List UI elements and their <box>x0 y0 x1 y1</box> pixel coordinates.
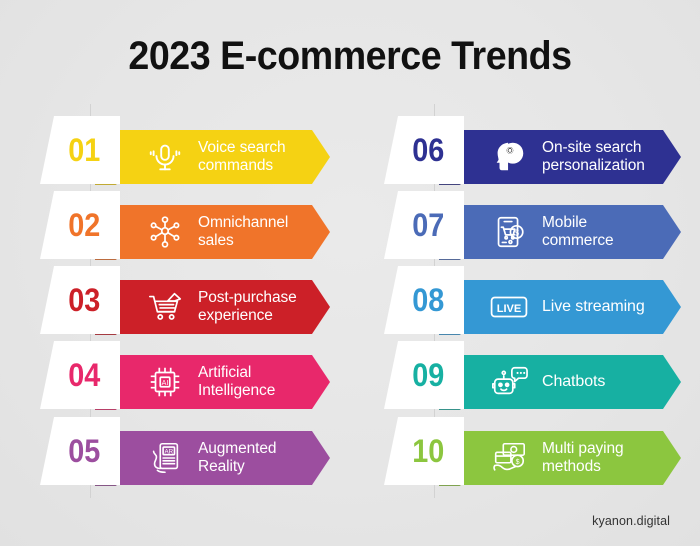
trend-number: 10 <box>412 433 445 469</box>
trend-number-tag: 03 <box>40 266 120 334</box>
trend-number: 05 <box>68 433 101 469</box>
svg-text:AI: AI <box>162 379 169 387</box>
trend-number-tag: 09 <box>384 341 464 409</box>
trend-banner[interactable]: Voice search commands <box>95 130 330 184</box>
trend-banner[interactable]: LIVE Live streaming <box>439 280 681 334</box>
trend-row: LIVE Live streaming 08 <box>384 266 674 335</box>
microphone-icon <box>145 137 185 177</box>
live-badge-icon: LIVE <box>489 287 529 327</box>
trend-label: Artificial Intelligence <box>198 363 276 399</box>
trend-banner[interactable]: $ Mobile commerce <box>439 205 681 259</box>
trend-label: Augmented Reality <box>198 439 277 475</box>
head-gears-icon <box>489 137 529 177</box>
trend-banner[interactable]: $ Multi paying methods <box>439 431 681 485</box>
svg-text:LIVE: LIVE <box>497 303 522 315</box>
trend-row: Voice search commands 01 <box>40 116 330 185</box>
trend-label: Chatbots <box>542 372 606 390</box>
ar-tablet-icon: AR <box>145 438 185 478</box>
shopping-cart-icon <box>145 287 185 327</box>
trend-number: 09 <box>412 357 445 393</box>
trend-label: Post-purchase experience <box>198 288 297 324</box>
trend-number-tag: 07 <box>384 191 464 259</box>
trend-label: Multi paying methods <box>542 439 624 475</box>
trend-number: 03 <box>68 282 101 318</box>
trend-number: 07 <box>412 207 445 243</box>
svg-text:AR: AR <box>165 448 174 455</box>
trend-number-tag: 04 <box>40 341 120 409</box>
trend-row: On-site search personalization 06 <box>384 116 674 185</box>
money-payment-icon: $ <box>489 438 529 478</box>
trend-number: 08 <box>412 282 445 318</box>
svg-text:$: $ <box>514 227 519 237</box>
footer-brand: kyanon.digital <box>592 514 670 528</box>
trend-number-tag: 06 <box>384 116 464 184</box>
trend-label: Live streaming <box>542 297 645 315</box>
page-title: 2023 E-commerce Trends <box>128 34 572 78</box>
trend-label: Voice search commands <box>198 138 286 174</box>
trend-number-tag: 08 <box>384 266 464 334</box>
trend-row: AI Artificial Intelligence 04 <box>40 341 330 410</box>
ai-chip-icon: AI <box>145 362 185 402</box>
trend-number: 06 <box>412 132 445 168</box>
trend-banner[interactable]: AI Artificial Intelligence <box>95 355 330 409</box>
trend-row: $ Mobile commerce 07 <box>384 191 674 260</box>
trend-label: On-site search personalization <box>542 138 645 174</box>
trend-banner[interactable]: On-site search personalization <box>439 130 681 184</box>
trend-banner[interactable]: Post-purchase experience <box>95 280 330 334</box>
trend-number-tag: 01 <box>40 116 120 184</box>
trend-label: Mobile commerce <box>542 213 614 249</box>
trend-banner[interactable]: Omnichannel sales <box>95 205 330 259</box>
chatbot-robot-icon <box>489 362 529 402</box>
trend-number: 04 <box>68 357 101 393</box>
trend-label: Omnichannel sales <box>198 213 289 249</box>
mobile-commerce-icon: $ <box>489 212 529 252</box>
trend-number: 01 <box>68 132 101 168</box>
trend-number-tag: 10 <box>384 417 464 485</box>
trend-banner[interactable]: AR Augmented Reality <box>95 431 330 485</box>
trend-row: Post-purchase experience 03 <box>40 266 330 335</box>
trend-row: $ Multi paying methods 10 <box>384 417 674 486</box>
network-nodes-icon <box>145 212 185 252</box>
trend-row: Omnichannel sales 02 <box>40 191 330 260</box>
trend-number-tag: 05 <box>40 417 120 485</box>
trend-row: AR Augmented Reality 05 <box>40 417 330 486</box>
trend-banner[interactable]: Chatbots <box>439 355 681 409</box>
trend-number-tag: 02 <box>40 191 120 259</box>
trend-row: Chatbots 09 <box>384 341 674 410</box>
svg-text:$: $ <box>516 458 520 466</box>
trend-number: 02 <box>68 207 101 243</box>
